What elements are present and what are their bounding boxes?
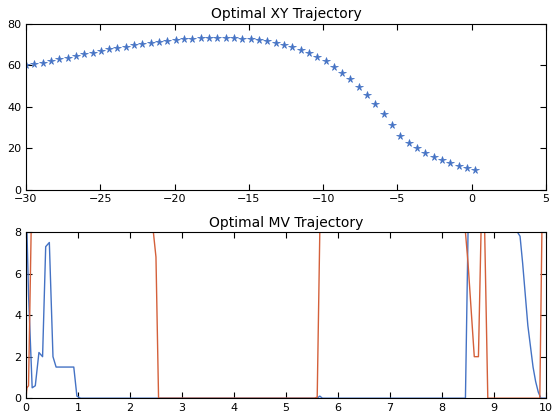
Title: Optimal XY Trajectory: Optimal XY Trajectory [211,7,361,21]
Title: Optimal MV Trajectory: Optimal MV Trajectory [209,215,363,230]
